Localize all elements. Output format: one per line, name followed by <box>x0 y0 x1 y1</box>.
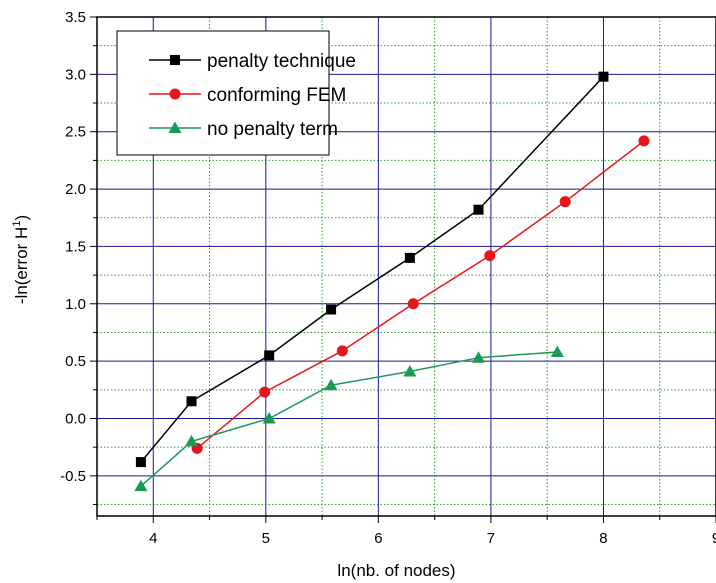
series-2 <box>134 345 564 492</box>
y-tick-label: 2.0 <box>65 181 86 198</box>
legend-swatch-marker <box>169 88 181 100</box>
data-point <box>186 396 197 407</box>
legend-swatch-marker <box>168 121 182 133</box>
x-axis-title: ln(nb. of nodes) <box>337 561 455 580</box>
x-tick-label: 7 <box>487 530 495 547</box>
y-tick-label: 0.0 <box>65 410 86 427</box>
series-1 <box>191 135 650 454</box>
legend: penalty technique conforming FEM no penalt… <box>116 30 356 156</box>
legend-entry: conforming FEM <box>149 85 346 106</box>
data-point <box>185 434 199 447</box>
x-tick-label: 5 <box>262 530 270 547</box>
data-point <box>324 378 338 391</box>
x-tick-label: 8 <box>599 530 607 547</box>
axis-ticks: 4 5 6 7 8 9 -0.5 0.0 0.5 1.0 1.5 2.0 2.5 3.0 3.5 <box>60 9 716 547</box>
y-axis-title-close: ) <box>12 215 31 221</box>
legend-entry: no penalty term <box>149 119 338 140</box>
data-point <box>484 250 496 262</box>
legend-label: penalty technique <box>207 51 356 72</box>
data-point <box>135 457 146 468</box>
y-axis-title-superscript: 1 <box>11 221 23 227</box>
plot-frame <box>96 16 716 517</box>
data-point <box>259 386 271 398</box>
legend-label: conforming FEM <box>207 85 346 106</box>
legend-label: no penalty term <box>207 119 338 140</box>
data-point <box>326 304 337 315</box>
y-tick-label: 3.0 <box>65 66 86 83</box>
y-tick-label: 0.5 <box>65 353 86 370</box>
legend-entry: penalty technique <box>149 51 356 72</box>
data-point <box>336 345 348 357</box>
data-point <box>559 196 571 208</box>
series-line <box>140 351 558 487</box>
data-point <box>598 71 609 82</box>
y-tick-label: 1.0 <box>65 296 86 313</box>
y-tick-label: 1.5 <box>65 238 86 255</box>
y-axis-title-main: -ln(error H <box>12 227 31 304</box>
data-point <box>550 345 564 357</box>
series-line <box>196 140 645 449</box>
data-point <box>403 364 417 377</box>
data-point <box>404 252 415 263</box>
data-point <box>407 298 419 310</box>
series-0 <box>135 71 609 468</box>
y-tick-label: 3.5 <box>65 9 86 26</box>
data-point <box>473 204 484 215</box>
x-tick-label: 6 <box>374 530 382 547</box>
data-point <box>264 350 275 361</box>
data-point <box>638 135 650 147</box>
y-tick-label: -0.5 <box>60 468 86 485</box>
series-group <box>134 71 650 492</box>
x-tick-label: 9 <box>712 530 716 547</box>
x-tick-label: 4 <box>149 530 157 547</box>
y-axis-title: -ln(error H1) <box>11 215 31 304</box>
y-tick-label: 2.5 <box>65 124 86 141</box>
data-point <box>472 351 486 363</box>
data-point <box>262 411 276 424</box>
legend-swatch-marker <box>170 55 180 65</box>
legend-box <box>116 30 330 156</box>
data-point <box>134 479 148 492</box>
